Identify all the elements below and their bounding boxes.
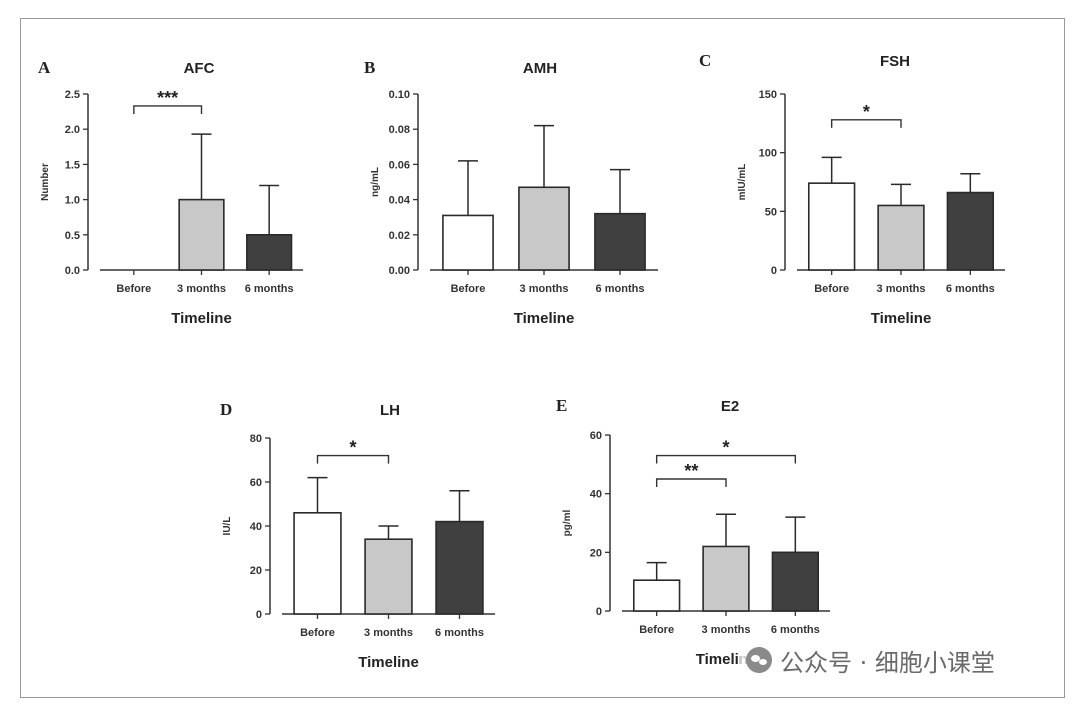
panel-c-category-label: Before [814,283,849,295]
panel-d-ytick-label: 20 [250,565,262,577]
figure-frame [20,18,1065,698]
panel-c-ytick-label: 0 [771,265,777,277]
panel-a-bar-2 [246,234,293,271]
panel-a-significance-label: *** [157,88,178,108]
panel-d-category-label: 3 months [364,627,413,639]
panel-b-bar-0 [442,214,494,271]
panel-a-category-label: Before [116,283,151,295]
panel-a-category-label: 6 months [245,283,294,295]
panel-c-letter: C [699,51,711,70]
panel-c-category-label: 6 months [946,283,995,295]
panel-c-ytick-label: 150 [759,89,777,101]
panel-c-ytick-label: 50 [765,206,777,218]
panel-c-title: FSH [880,53,910,70]
panel-e-ytick-label: 40 [590,489,602,501]
panel-b-ylabel: ng/mL [370,167,381,197]
panel-a-ytick-label: 2.5 [65,89,80,101]
panel-e-ytick-label: 0 [596,606,602,618]
panel-a-category-label: 3 months [177,283,226,295]
panel-e-category-label: 3 months [702,624,751,636]
panel-a-bar-1 [178,198,225,271]
panel-b-category-label: Before [451,283,486,295]
panel-c-significance-bracket [830,119,902,128]
panel-b-xlabel: Timeline [514,310,575,327]
panel-a-xlabel: Timeline [171,310,232,327]
panel-b-ytick-label: 0.04 [389,195,411,207]
panel-b-bar-2 [594,212,646,271]
panel-c-significance-label: * [863,102,870,122]
panel-e-significance-label: * [722,438,729,458]
panel-c-ytick-label: 100 [759,148,777,160]
panel-d-bar-0 [293,511,342,615]
panel-d-ylabel: IU/L [222,517,233,536]
panel-e-significance-label: ** [684,461,698,481]
panel-a-ylabel: Number [40,163,51,201]
watermark-text: 公众号 · 细胞小课堂 [780,648,995,677]
panel-c-category-label: 3 months [877,283,926,295]
panel-a-ytick-label: 1.0 [65,195,80,207]
watermark: 公众号 · 细胞小课堂 [740,640,1001,680]
panel-e-letter: E [556,396,567,415]
panel-e-ytick-label: 20 [590,547,602,559]
panel-d-bar-2 [435,520,484,615]
panel-e-bar-1 [702,545,750,612]
panel-d-bar-1 [364,538,413,615]
panel-b-title: AMH [523,60,557,77]
panel-e-significance-bracket [655,478,727,487]
panel-d-title: LH [380,402,400,419]
panel-d-ytick-label: 80 [250,433,262,445]
panel-d-ytick-label: 60 [250,477,262,489]
panel-b-letter: B [364,58,375,77]
panel-c-bar-1 [877,204,925,271]
panel-a-ytick-label: 0.0 [65,265,80,277]
panel-b-ytick-label: 0.06 [389,159,410,171]
panel-d-significance-bracket [316,454,390,464]
panel-e-category-label: 6 months [771,624,820,636]
panel-b-bar-1 [518,186,570,271]
panel-c-bar-2 [946,191,995,271]
panel-b-category-label: 6 months [596,283,645,295]
panel-a-significance-bracket [133,105,203,114]
panel-e-title: E2 [721,398,739,415]
panel-d-ytick-label: 0 [256,609,262,621]
wechat-icon [746,647,772,673]
panel-e-bar-2 [771,551,820,612]
panel-b-ytick-label: 0.02 [389,230,410,242]
panel-e-ytick-label: 60 [590,430,602,442]
panel-a-ytick-label: 0.5 [65,230,80,242]
panel-c-xlabel: Timeline [871,310,932,327]
panel-a-letter: A [38,58,51,77]
panel-e-ylabel: pg/ml [562,509,573,536]
panel-c-bar-0 [807,182,856,271]
panel-e-category-label: Before [639,624,674,636]
panel-b-ytick-label: 0.10 [389,89,410,101]
panel-c-ylabel: mIU/mL [737,164,748,201]
panel-a-ytick-label: 2.0 [65,124,80,136]
panel-d-category-label: 6 months [435,627,484,639]
panel-b-ytick-label: 0.00 [389,265,410,277]
panel-d-ytick-label: 40 [250,521,262,533]
panel-d-significance-label: * [349,438,356,458]
panel-a-ytick-label: 1.5 [65,159,80,171]
panel-b-category-label: 3 months [520,283,569,295]
panel-d-xlabel: Timeline [358,654,419,671]
panel-d-letter: D [220,400,232,419]
panel-d-category-label: Before [300,627,335,639]
panel-e-bar-0 [632,579,681,612]
panel-b-ytick-label: 0.08 [389,124,410,136]
panel-e-significance-bracket [655,454,797,464]
panel-a-title: AFC [184,60,215,77]
